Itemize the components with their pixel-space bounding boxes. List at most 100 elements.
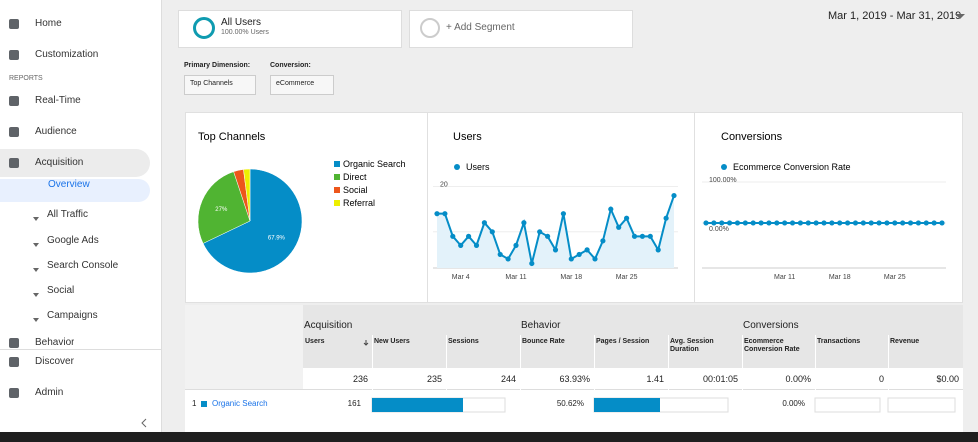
nav-item[interactable]: Home — [35, 18, 62, 29]
add-segment[interactable]: + Add Segment — [446, 22, 515, 33]
point — [639, 233, 646, 239]
nav-item[interactable]: Audience — [35, 126, 77, 137]
point — [497, 251, 503, 258]
nav-subitem[interactable]: Campaigns — [47, 310, 98, 321]
point — [655, 247, 661, 253]
y-tick-label: 100.00% — [709, 177, 737, 184]
dropdown[interactable] — [270, 75, 334, 95]
y-tick-label: 20 — [440, 182, 448, 189]
point — [434, 211, 440, 217]
nav-subitem[interactable]: Social — [47, 285, 75, 296]
dropdown-value: Top Channels — [190, 80, 233, 87]
total-value: 244 — [500, 374, 516, 384]
x-tick-label: Mar 4 — [452, 274, 470, 281]
point — [671, 192, 677, 199]
legend-label: Direct — [343, 172, 367, 182]
col-divider — [888, 335, 889, 390]
bar-track — [814, 397, 881, 413]
x-tick-label: Mar 18 — [560, 274, 582, 281]
point — [647, 233, 653, 239]
point — [774, 220, 780, 226]
nav-icon — [9, 127, 19, 137]
segment-card[interactable] — [409, 10, 633, 48]
x-tick-label: Mar 18 — [829, 274, 851, 281]
pie-slice — [197, 171, 251, 244]
col-divider — [372, 335, 373, 390]
point — [458, 242, 464, 248]
nav-icon — [9, 357, 19, 367]
point — [727, 220, 733, 226]
nav-icon — [9, 19, 19, 29]
date-range[interactable]: Mar 1, 2019 - Mar 31, 2019 — [828, 10, 962, 22]
point — [576, 251, 582, 258]
overview-highlight — [0, 179, 150, 202]
nav-item[interactable]: Acquisition — [35, 157, 84, 168]
nav-caret — [33, 217, 39, 221]
column-header[interactable]: Pages / Session — [596, 338, 650, 345]
point — [450, 233, 456, 239]
point — [782, 220, 788, 226]
segment-pct: 100.00% Users — [221, 29, 269, 36]
point — [884, 220, 890, 226]
total-value: $0.00 — [936, 374, 959, 384]
row-rank: 1 — [192, 399, 197, 408]
pie-slice — [243, 168, 251, 222]
point — [789, 220, 796, 226]
point — [489, 229, 495, 235]
point — [481, 220, 487, 226]
nav-item[interactable]: Admin — [35, 387, 64, 398]
segment-ring — [193, 17, 215, 39]
column-header[interactable]: Users — [305, 338, 325, 345]
point — [805, 220, 811, 226]
column-header[interactable]: Bounce Rate — [522, 338, 565, 345]
col-divider — [668, 335, 669, 390]
column-header[interactable]: New Users — [374, 338, 410, 345]
nav-item[interactable]: Customization — [35, 49, 99, 60]
point — [845, 220, 851, 226]
column-header[interactable]: Transactions — [817, 338, 861, 345]
nav-icon — [9, 96, 19, 106]
point — [442, 211, 448, 217]
x-tick-label: Mar 25 — [884, 274, 906, 281]
point — [766, 220, 772, 226]
point — [505, 256, 511, 262]
legend-swatch — [334, 200, 340, 206]
col-divider — [815, 335, 816, 390]
col-divider — [594, 335, 595, 390]
nav-icon — [9, 338, 19, 348]
nav-caret — [33, 318, 39, 322]
column-header[interactable]: Ecommerce Conversion Rate — [744, 338, 800, 353]
segment-card[interactable] — [178, 10, 402, 48]
column-header[interactable]: Sessions — [448, 338, 479, 345]
legend-swatch — [334, 161, 340, 167]
legend-label: Social — [343, 185, 368, 195]
point — [584, 247, 590, 253]
column-header[interactable]: Revenue — [890, 338, 920, 345]
nav-item[interactable]: Real-Time — [35, 95, 81, 106]
dim-label: Conversion: — [270, 62, 311, 69]
bar-fill — [594, 398, 660, 412]
channel-link[interactable]: Organic Search — [212, 399, 268, 408]
nav-item[interactable]: Behavior — [35, 337, 75, 346]
dropdown[interactable] — [184, 75, 256, 95]
nav-subitem[interactable]: Google Ads — [47, 235, 99, 246]
nav-item[interactable]: Discover — [35, 356, 74, 367]
point — [592, 256, 598, 262]
point — [931, 220, 937, 226]
point — [631, 233, 638, 239]
nav-subitem[interactable]: Overview — [48, 179, 90, 190]
dropdown-value: eCommerce — [276, 80, 315, 87]
point — [750, 220, 756, 226]
channel-swatch — [201, 401, 207, 407]
point — [758, 220, 764, 226]
point — [923, 220, 929, 226]
nav-subitem[interactable]: Search Console — [47, 260, 119, 271]
point — [560, 211, 567, 217]
nav-subitem[interactable]: All Traffic — [47, 209, 88, 220]
point — [663, 215, 669, 221]
nav-icon — [9, 50, 19, 60]
row-value: 0.00% — [782, 399, 805, 408]
column-header[interactable]: Avg. Session Duration — [670, 338, 714, 353]
nav-section: REPORTS — [9, 75, 43, 82]
